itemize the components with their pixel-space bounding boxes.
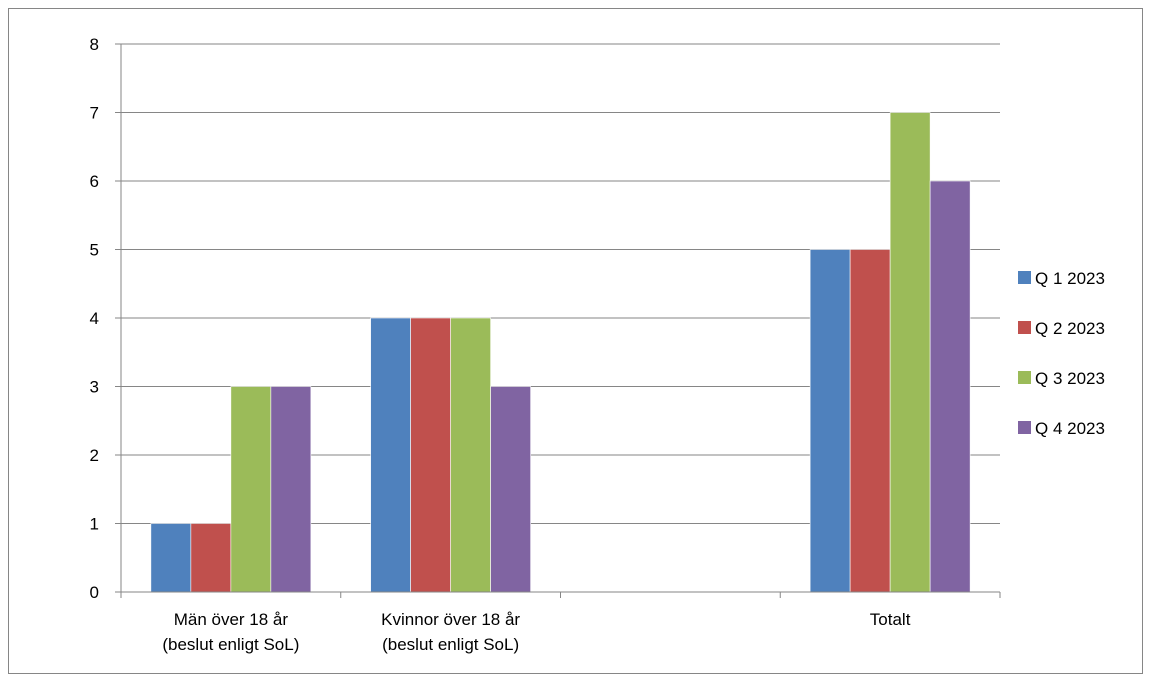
y-tick-label: 6 — [90, 172, 99, 191]
bar — [190, 523, 232, 593]
legend-label: Q 2 2023 — [1035, 319, 1105, 338]
x-category-label: Män över 18 år — [174, 610, 289, 629]
y-tick-label: 3 — [90, 378, 99, 397]
y-tick-label: 4 — [90, 309, 99, 328]
legend-swatch — [1018, 271, 1031, 284]
y-tick-label: 2 — [90, 446, 99, 465]
bar — [450, 317, 491, 593]
bars — [150, 112, 971, 593]
bar — [929, 180, 971, 593]
x-category-label: Kvinnor över 18 år — [381, 610, 520, 629]
legend-swatch — [1018, 321, 1031, 334]
legend-label: Q 4 2023 — [1035, 419, 1105, 438]
y-tick-label: 1 — [90, 515, 99, 534]
y-tick-label: 7 — [90, 104, 99, 123]
x-category-label: (beslut enligt SoL) — [382, 635, 519, 654]
bar-chart: 0 1 2 3 4 5 6 7 8 Män över 18 år (beslut enligt S… — [90, 35, 1105, 654]
legend-label: Q 1 2023 — [1035, 269, 1105, 288]
bar — [809, 249, 851, 593]
y-tick-label: 5 — [90, 241, 99, 260]
axes — [120, 44, 1001, 598]
bar — [410, 317, 451, 593]
bar — [889, 112, 931, 593]
legend: Q 1 2023 Q 2 2023 Q 3 2023 Q 4 2023 — [1018, 269, 1105, 438]
x-category-label: (beslut enligt SoL) — [162, 635, 299, 654]
x-category-label: Totalt — [870, 610, 911, 629]
x-category-labels: Män över 18 år (beslut enligt SoL) Kvinnor… — [162, 610, 910, 654]
bar — [849, 249, 891, 593]
y-tick-label: 0 — [90, 583, 99, 602]
bar — [150, 523, 192, 593]
bar — [270, 386, 312, 593]
legend-swatch — [1018, 371, 1031, 384]
y-tick-label: 8 — [90, 35, 99, 54]
bar — [230, 386, 272, 593]
legend-label: Q 3 2023 — [1035, 369, 1105, 388]
bar — [490, 386, 531, 593]
chart-frame: 0 1 2 3 4 5 6 7 8 Män över 18 år (beslut enligt S… — [8, 8, 1143, 674]
legend-swatch — [1018, 421, 1031, 434]
bar — [370, 317, 411, 593]
y-tick-labels: 0 1 2 3 4 5 6 7 8 — [90, 35, 99, 602]
